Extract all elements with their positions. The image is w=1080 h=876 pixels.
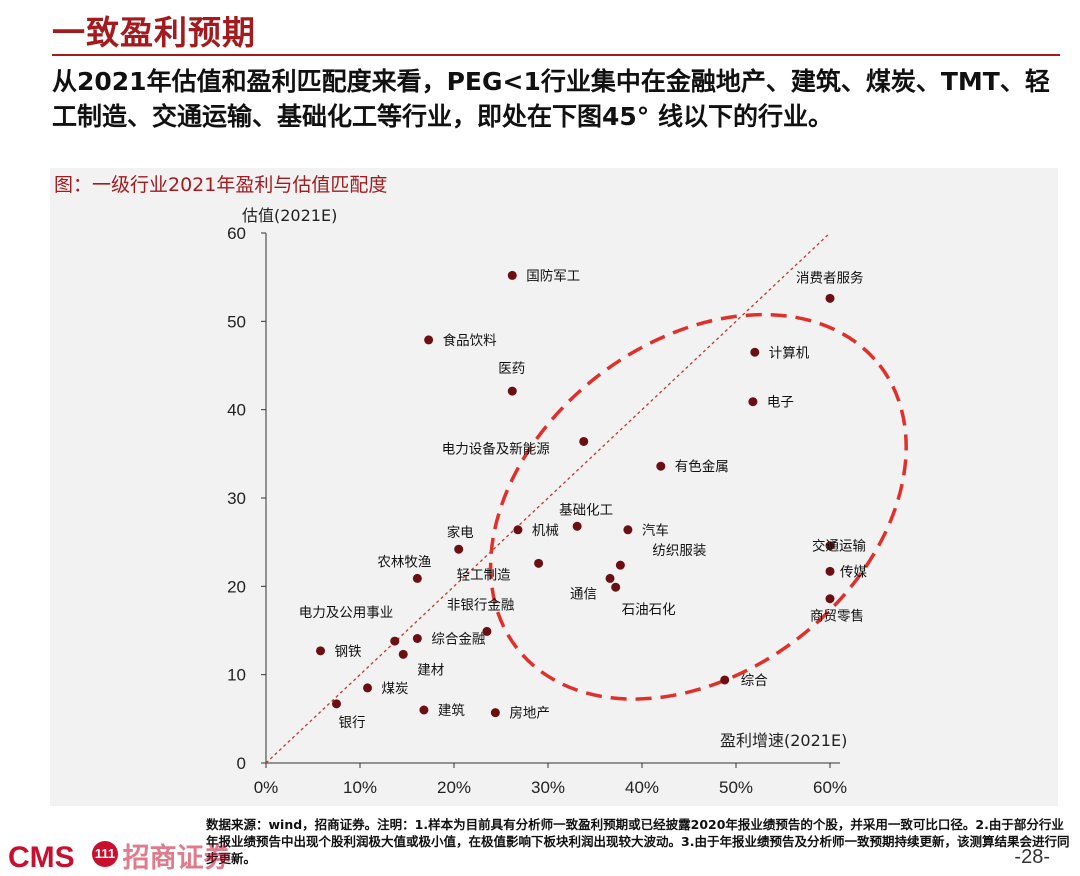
x-tick-label: 30% xyxy=(531,778,565,797)
data-point xyxy=(656,461,666,471)
data-point xyxy=(605,573,615,583)
data-point xyxy=(534,558,544,568)
y-axis-title: 估值(2021E) xyxy=(242,206,337,225)
chart-panel: 图：一级行业2021年盈利与估值匹配度 0 10 20 30 40 50 60 0% 10% 20… xyxy=(50,168,1058,806)
data-label: 国防军工 xyxy=(526,268,580,284)
data-label: 综合金融 xyxy=(431,631,485,647)
data-label: 基础化工 xyxy=(559,501,613,518)
data-label: 消费者服务 xyxy=(796,270,864,286)
chart-caption: 图：一级行业2021年盈利与估值匹配度 xyxy=(54,174,388,196)
data-label: 食品饮料 xyxy=(443,332,497,349)
page-number: -28- xyxy=(1014,846,1050,868)
y-tick-label: 50 xyxy=(227,312,246,331)
data-point xyxy=(720,675,730,685)
data-point xyxy=(572,521,582,531)
summary-text: 从2021年估值和盈利匹配度来看，PEG<1行业集中在金融地产、建筑、煤炭、TM… xyxy=(52,67,1050,131)
data-point xyxy=(825,566,835,576)
data-label: 传媒 xyxy=(840,564,868,580)
x-axis-title: 盈利增速(2021E) xyxy=(720,731,847,750)
data-label: 石油石化 xyxy=(622,602,676,618)
logo-cn: 招商证券 xyxy=(122,843,231,874)
data-point xyxy=(412,633,422,643)
logo-text: CMS xyxy=(8,841,75,874)
data-label: 银行 xyxy=(339,715,366,731)
data-point xyxy=(412,573,422,583)
data-point xyxy=(615,560,625,570)
data-point xyxy=(611,582,621,592)
x-tick-label: 20% xyxy=(437,778,471,797)
y-tick-label: 30 xyxy=(227,489,246,508)
y-tick-label: 20 xyxy=(227,577,246,596)
data-point xyxy=(490,708,500,718)
x-tick-label: 40% xyxy=(625,778,659,797)
data-label: 电力及公用事业 xyxy=(299,605,394,621)
x-tick-label: 10% xyxy=(343,778,377,797)
y-tick-label: 0 xyxy=(237,754,246,773)
data-label: 农林牧渔 xyxy=(377,554,431,570)
data-point xyxy=(507,386,517,396)
data-label: 通信 xyxy=(570,586,597,602)
data-point xyxy=(579,436,589,446)
source-note: 数据来源：wind，招商证券。注明：1.样本为目前具有分析师一致盈利预期或已经披… xyxy=(206,817,1070,866)
data-label: 建材 xyxy=(417,662,444,678)
data-label: 电子 xyxy=(767,395,794,411)
data-label: 机械 xyxy=(532,523,559,539)
page-title: 一致盈利预期 xyxy=(52,13,256,52)
x-tick-label: 60% xyxy=(813,778,847,797)
data-point xyxy=(482,626,492,636)
y-tick-label: 60 xyxy=(227,224,246,243)
data-label: 计算机 xyxy=(769,345,810,361)
highlight-ellipse xyxy=(488,312,908,701)
data-point xyxy=(424,335,434,345)
data-point xyxy=(390,636,400,646)
title-divider xyxy=(52,54,1060,56)
data-label: 医药 xyxy=(498,361,525,377)
data-label: 综合 xyxy=(741,673,769,689)
data-point xyxy=(825,594,835,604)
data-label: 钢铁 xyxy=(335,644,362,660)
data-label: 商贸零售 xyxy=(810,609,864,625)
data-point xyxy=(363,683,373,693)
data-point xyxy=(750,347,760,357)
y-tick-label: 10 xyxy=(227,666,246,685)
data-label: 有色金属 xyxy=(675,458,729,475)
data-label: 纺织服装 xyxy=(652,543,706,559)
data-label: 交通运输 xyxy=(812,538,866,555)
data-point xyxy=(419,705,429,715)
data-label: 家电 xyxy=(447,524,474,541)
data-point xyxy=(316,646,326,656)
logo-badge-icon: 111 xyxy=(92,841,118,867)
x-tick-label: 0% xyxy=(254,778,279,797)
x-tick-label: 50% xyxy=(719,778,753,797)
data-point xyxy=(507,270,517,280)
data-point xyxy=(748,397,758,407)
data-label: 煤炭 xyxy=(382,681,409,697)
data-point xyxy=(623,525,633,535)
cms-logo: CMS 招商证券 xyxy=(8,836,231,875)
data-point xyxy=(332,699,341,709)
scatter-chart: 0 10 20 30 40 50 60 0% 10% 20% 30% 40% 50% 60% 估值(2021… xyxy=(227,206,908,797)
data-label: 汽车 xyxy=(642,522,669,539)
data-label: 非银行金融 xyxy=(447,597,515,613)
y-tick-label: 40 xyxy=(227,401,246,420)
data-point xyxy=(454,544,464,554)
data-point xyxy=(398,649,408,659)
data-label: 轻工制造 xyxy=(457,567,511,583)
data-point xyxy=(513,525,523,535)
data-label: 电力设备及新能源 xyxy=(442,440,550,457)
data-label: 建筑 xyxy=(438,703,465,719)
data-point xyxy=(825,293,835,303)
diagonal-reference-line xyxy=(265,232,831,764)
data-point xyxy=(825,541,835,551)
data-label: 房地产 xyxy=(509,706,550,722)
